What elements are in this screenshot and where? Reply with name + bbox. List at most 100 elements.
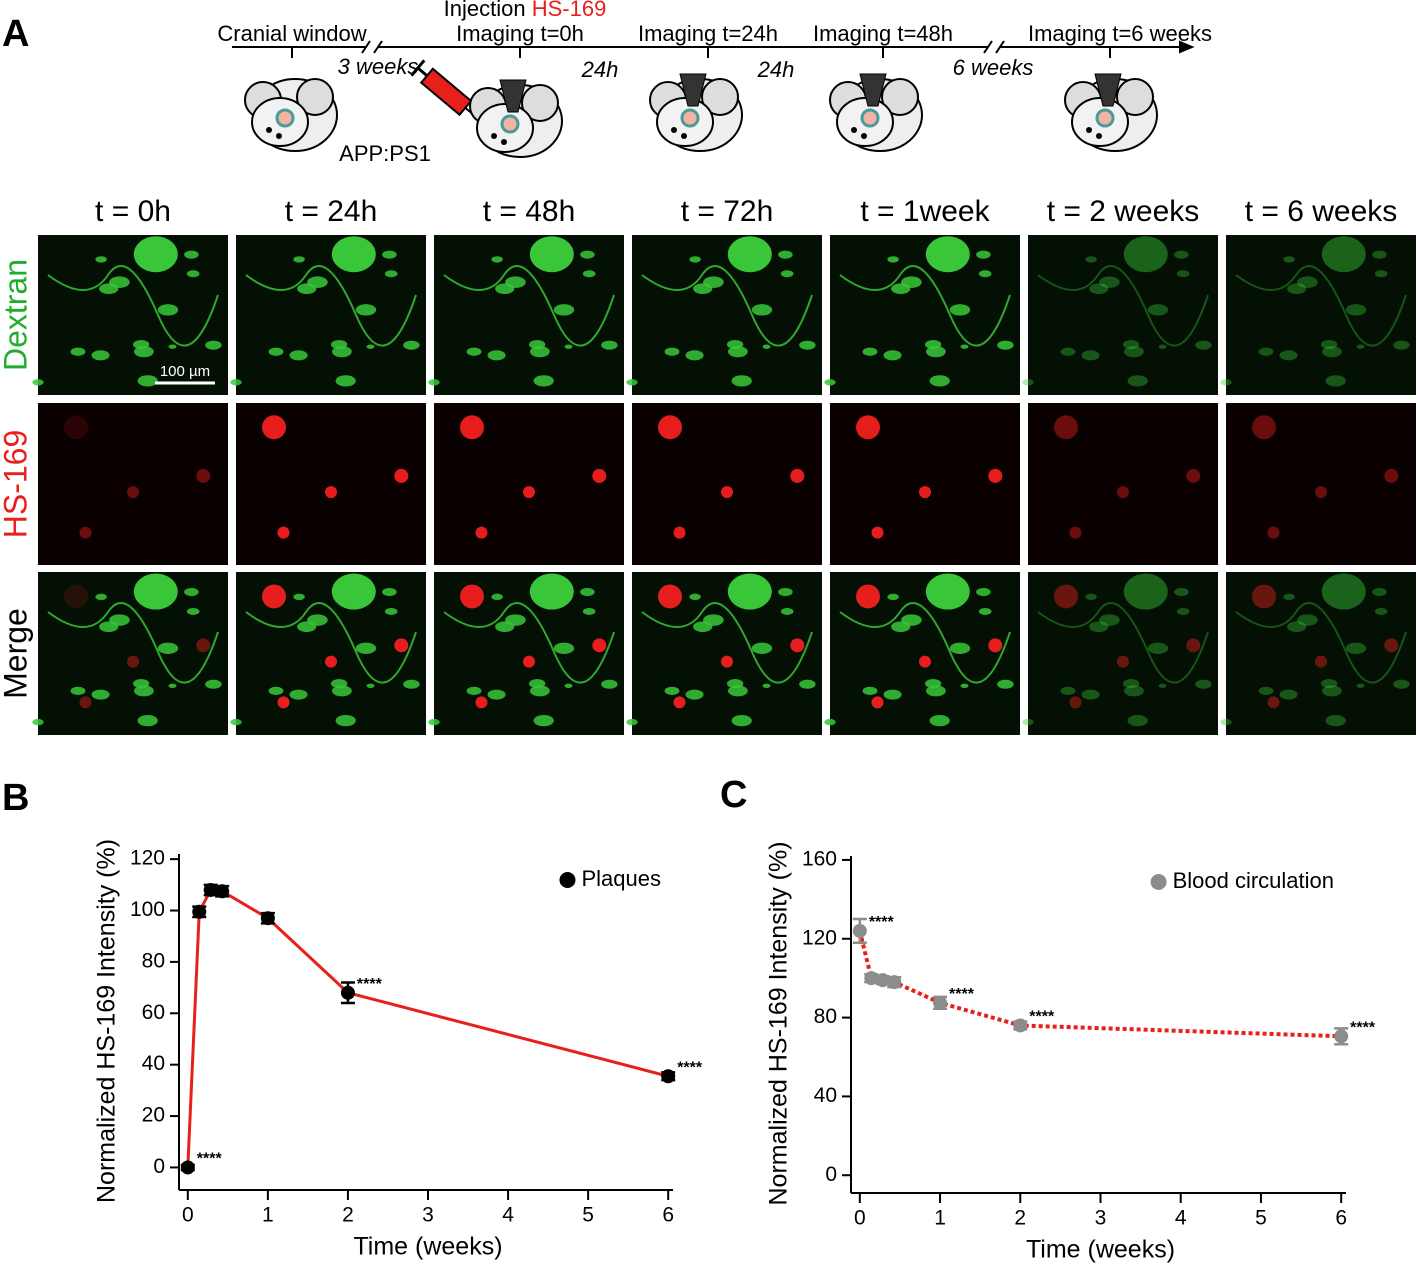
micrograph [1220,572,1416,735]
data-point [1334,1029,1349,1044]
mouse-eye [1086,127,1092,133]
vessel [533,375,554,387]
micrograph [1226,403,1416,565]
vessel [1123,346,1144,358]
vessel [780,607,794,615]
column-title: t = 0h [95,195,171,228]
plaque [475,696,488,709]
vessel [1372,250,1387,259]
vessel [1174,587,1189,597]
vessel [331,573,376,610]
vessel [925,685,946,697]
mouse-eye [671,127,677,133]
vessel [601,679,618,689]
micrograph-bg [434,235,624,395]
data-point [203,882,218,897]
micrograph [626,572,822,735]
vessel [95,256,107,263]
vessel [1325,715,1346,727]
micrograph-bg [1028,403,1218,565]
vessel [1258,686,1274,696]
series-line [857,930,1342,1039]
vessel [205,340,222,350]
cranial-window [1095,108,1115,128]
vessel [1060,686,1076,696]
micrograph-bg [38,235,228,395]
vessel [564,344,573,349]
vessel [1220,379,1232,386]
vessel [245,265,417,347]
vessel [689,256,701,263]
vessel [901,276,922,288]
vessel [1321,573,1366,610]
vessel [685,350,704,361]
scale-bar-label: 100 µm [160,363,210,380]
data-point [1013,1018,1028,1033]
timeline-label: Injection [444,0,526,21]
plaque [64,415,88,440]
plaque [871,526,884,539]
plaque [394,638,409,653]
plaque [460,584,484,609]
data-point [215,884,230,899]
y-tick-label: 60 [142,1001,165,1024]
row-label: Merge [0,608,33,699]
timeline-label: Imaging t=24h [638,21,778,46]
axis-break [995,40,1005,54]
vessel [778,587,793,597]
vessel [601,340,618,350]
vessel [268,347,284,356]
plaque [127,655,139,668]
mouse-ear [881,78,919,116]
vessel [366,683,375,688]
x-tick-label: 3 [422,1204,434,1227]
y-tick-label: 100 [130,898,165,921]
vessel [727,346,748,358]
vessel [1081,689,1100,700]
plaque [79,696,92,709]
column-title: t = 2 weeks [1047,195,1200,228]
vessel [293,256,305,263]
x-tick-label: 0 [182,1204,194,1227]
x-tick-label: 5 [1255,1207,1267,1230]
vessel [443,265,615,347]
vessel [949,304,971,316]
plaque [196,468,211,483]
vessel [1279,689,1298,700]
plaque [1252,415,1276,440]
micrograph [1028,403,1218,565]
y-tick-label: 0 [825,1163,837,1186]
vessel [978,270,992,278]
vessel [1283,256,1295,263]
plaque [1117,655,1129,668]
vessel [1297,276,1318,288]
objective-icon [679,73,707,107]
row-label: HS-169 [0,430,33,539]
data-point [180,1160,195,1175]
vessel [529,346,550,358]
x-tick-label: 6 [1335,1207,1347,1230]
timeline-label: Cranial window [217,21,366,46]
mouse-eye [861,133,867,139]
panel-label: B [2,777,29,819]
x-tick-label: 1 [934,1207,946,1230]
vessel [1147,642,1169,654]
y-tick-label: 120 [130,847,165,870]
vessel [466,686,482,696]
plaque [1315,486,1327,499]
vessel [384,607,398,615]
vessel [505,614,526,626]
mouse-eye [681,133,687,139]
vessel [355,304,377,316]
vessel [1325,375,1346,387]
vessel [626,718,638,726]
agent-label: HS-169 [532,0,607,21]
vessel [133,573,178,610]
vessel [862,686,878,696]
plaque [658,584,682,609]
vessel [1174,250,1189,259]
vessel [1287,283,1307,295]
vessel [1123,573,1168,610]
y-axis-label: Normalized HS-169 Intensity (%) [765,841,793,1205]
vessel [731,715,752,727]
